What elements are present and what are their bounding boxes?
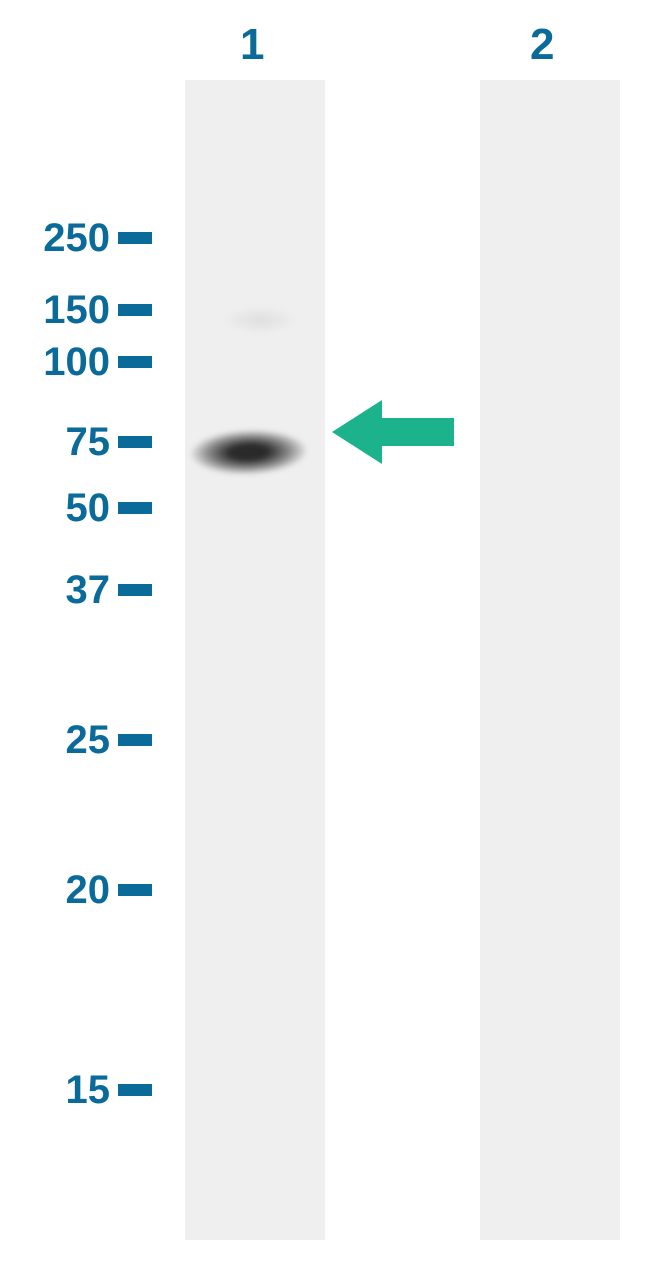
mw-tick-icon: [118, 232, 152, 244]
mw-marker-value: 250: [0, 216, 110, 261]
mw-marker-20: 20: [0, 870, 152, 910]
mw-marker-150: 150: [0, 290, 152, 330]
mw-marker-value: 150: [0, 288, 110, 333]
mw-marker-value: 100: [0, 340, 110, 385]
lane-2: [480, 80, 620, 1240]
mw-marker-15: 15: [0, 1070, 152, 1110]
mw-tick-icon: [118, 584, 152, 596]
mw-marker-value: 37: [0, 568, 110, 613]
mw-tick-icon: [118, 734, 152, 746]
mw-marker-value: 25: [0, 718, 110, 763]
mw-marker-value: 75: [0, 420, 110, 465]
mw-marker-37: 37: [0, 570, 152, 610]
mw-tick-icon: [118, 436, 152, 448]
band-arrow-icon: [332, 400, 454, 464]
mw-marker-value: 20: [0, 868, 110, 913]
mw-tick-icon: [118, 1084, 152, 1096]
mw-marker-value: 50: [0, 486, 110, 531]
lane-1-label: 1: [240, 20, 264, 70]
mw-marker-50: 50: [0, 488, 152, 528]
mw-tick-icon: [118, 356, 152, 368]
lane-1: [185, 80, 325, 1240]
mw-marker-75: 75: [0, 422, 152, 462]
mw-marker-100: 100: [0, 342, 152, 382]
mw-tick-icon: [118, 884, 152, 896]
blot-container: 1 2 250 150 100 75 50 37 25 20 15: [0, 0, 650, 1270]
mw-marker-250: 250: [0, 218, 152, 258]
mw-marker-25: 25: [0, 720, 152, 760]
lane-2-label: 2: [530, 20, 554, 70]
mw-tick-icon: [118, 304, 152, 316]
mw-marker-value: 15: [0, 1068, 110, 1113]
mw-tick-icon: [118, 502, 152, 514]
